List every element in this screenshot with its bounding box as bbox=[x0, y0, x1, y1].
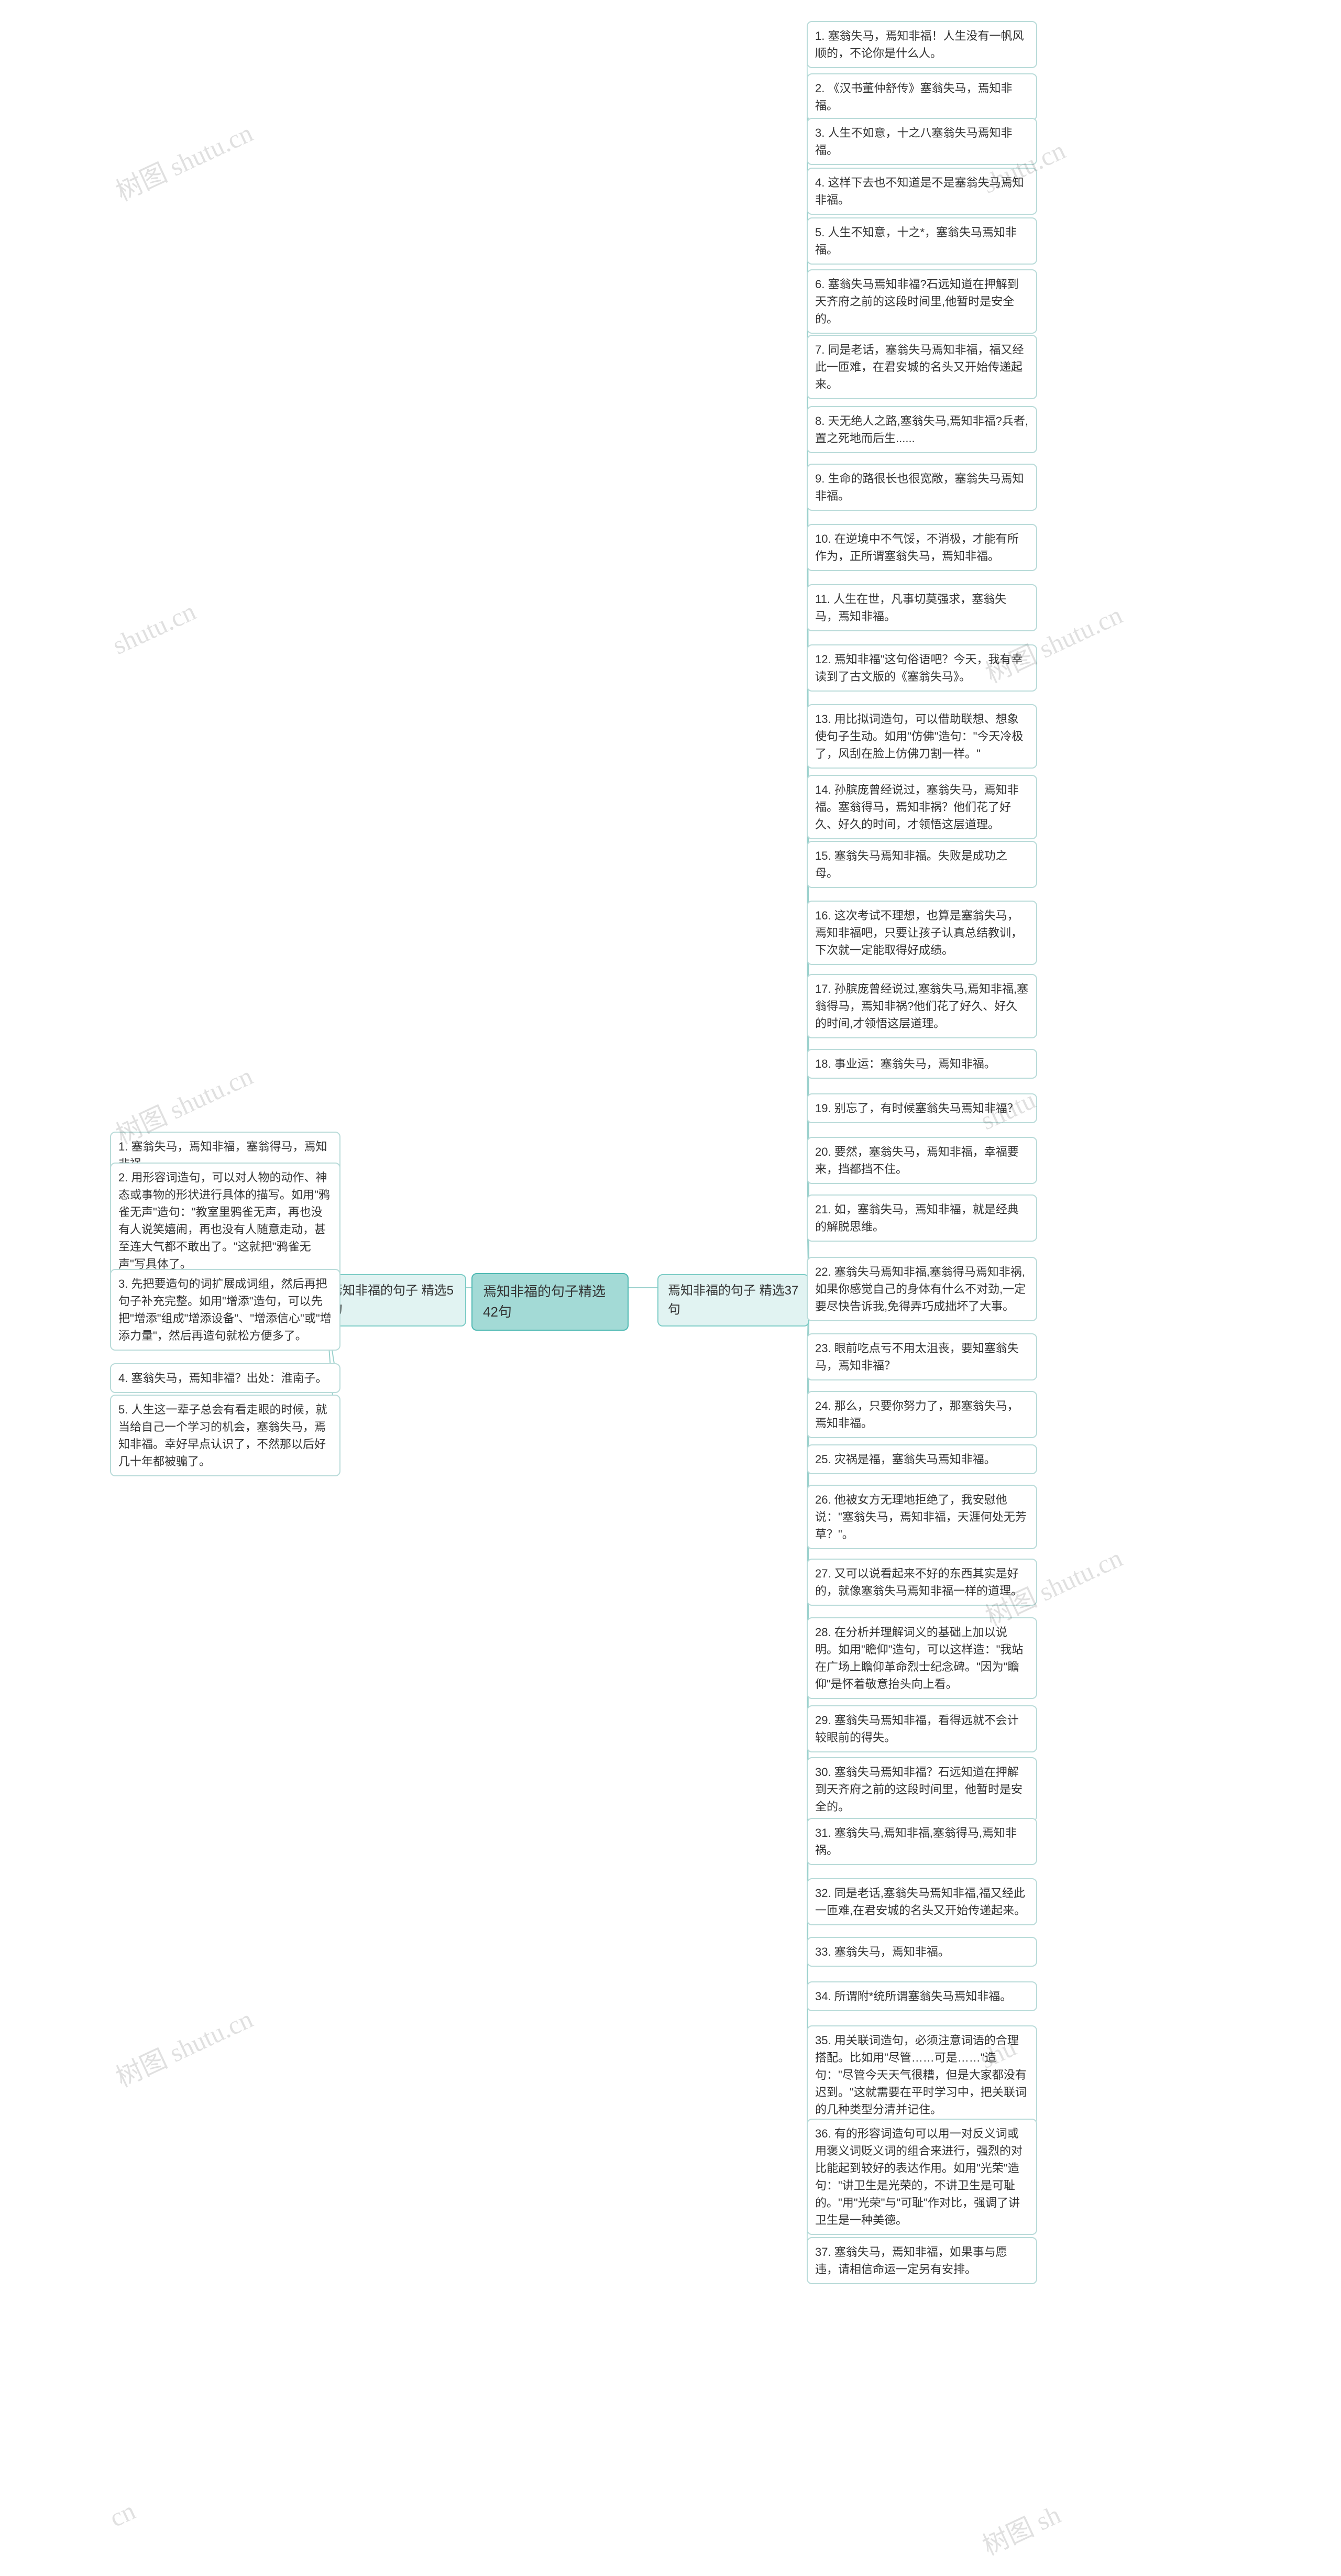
right-leaf: 13. 用比拟词造句，可以借助联想、想象使句子生动。如用"仿佛"造句："今天冷极… bbox=[807, 704, 1037, 769]
right-leaf: 12. 焉知非福"这句俗语吧？今天，我有幸读到了古文版的《塞翁失马》。 bbox=[807, 644, 1037, 692]
right-leaf: 32. 同是老话,塞翁失马焉知非福,福又经此一匝难,在君安城的名头又开始传递起来… bbox=[807, 1878, 1037, 1925]
right-leaf: 23. 眼前吃点亏不用太沮丧，要知塞翁失马，焉知非福？ bbox=[807, 1333, 1037, 1380]
right-leaf: 24. 那么，只要你努力了，那塞翁失马，焉知非福。 bbox=[807, 1391, 1037, 1438]
right-leaf: 37. 塞翁失马，焉知非福，如果事与愿违，请相信命运一定另有安排。 bbox=[807, 2237, 1037, 2284]
right-leaf: 34. 所谓附*统所谓塞翁失马焉知非福。 bbox=[807, 1981, 1037, 2011]
branch-right: 焉知非福的句子 精选37句 bbox=[657, 1274, 809, 1327]
branch-left: 焉知非福的句子 精选5句 bbox=[320, 1274, 466, 1327]
right-leaf: 14. 孙膑庞曾经说过，塞翁失马，焉知非福。塞翁得马，焉知非祸？他们花了好久、好… bbox=[807, 775, 1037, 839]
right-leaf: 26. 他被女方无理地拒绝了，我安慰他说："塞翁失马，焉知非福，天涯何处无芳草？… bbox=[807, 1485, 1037, 1549]
right-leaf: 28. 在分析并理解词义的基础上加以说明。如用"瞻仰"造句，可以这样造："我站在… bbox=[807, 1617, 1037, 1699]
right-leaf: 30. 塞翁失马焉知非福？石远知道在押解到天齐府之前的这段时间里，他暂时是安全的… bbox=[807, 1757, 1037, 1822]
right-leaf: 22. 塞翁失马焉知非福,塞翁得马焉知非祸,如果你感觉自己的身体有什么不对劲,一… bbox=[807, 1257, 1037, 1321]
right-leaf: 9. 生命的路很长也很宽敞，塞翁失马焉知非福。 bbox=[807, 464, 1037, 511]
left-leaf: 4. 塞翁失马，焉知非福？出处：淮南子。 bbox=[110, 1363, 340, 1393]
right-leaf: 8. 天无绝人之路,塞翁失马,焉知非福?兵者,置之死地而后生...... bbox=[807, 406, 1037, 453]
right-leaf: 11. 人生在世，凡事切莫强求，塞翁失马，焉知非福。 bbox=[807, 584, 1037, 631]
right-leaf: 25. 灾祸是福，塞翁失马焉知非福。 bbox=[807, 1444, 1037, 1474]
right-leaf: 18. 事业运：塞翁失马，焉知非福。 bbox=[807, 1049, 1037, 1079]
right-leaf: 15. 塞翁失马焉知非福。失败是成功之母。 bbox=[807, 841, 1037, 888]
right-leaf: 20. 要然，塞翁失马，焉知非福，幸福要来，挡都挡不住。 bbox=[807, 1137, 1037, 1184]
left-leaf: 3. 先把要造句的词扩展成词组，然后再把句子补充完整。如用"增添"造句，可以先把… bbox=[110, 1269, 340, 1351]
right-leaf: 21. 如，塞翁失马，焉知非福，就是经典的解脱思维。 bbox=[807, 1194, 1037, 1242]
right-leaf: 27. 又可以说看起来不好的东西其实是好的，就像塞翁失马焉知非福一样的道理。 bbox=[807, 1559, 1037, 1606]
right-leaf: 19. 别忘了，有时候塞翁失马焉知非福？ bbox=[807, 1093, 1037, 1123]
right-leaf: 5. 人生不知意，十之*，塞翁失马焉知非福。 bbox=[807, 217, 1037, 265]
right-leaf: 4. 这样下去也不知道是不是塞翁失马焉知非福。 bbox=[807, 168, 1037, 215]
right-leaf: 17. 孙膑庞曾经说过,塞翁失马,焉知非福,塞翁得马，焉知非祸?他们花了好久、好… bbox=[807, 974, 1037, 1038]
right-leaf: 6. 塞翁失马焉知非福?石远知道在押解到天齐府之前的这段时间里,他暂时是安全的。 bbox=[807, 269, 1037, 334]
right-leaf: 35. 用关联词造句，必须注意词语的合理搭配。比如用"尽管……可是……"造句："… bbox=[807, 2025, 1037, 2124]
right-leaf: 1. 塞翁失马，焉知非福！人生没有一帆风顺的，不论你是什么人。 bbox=[807, 21, 1037, 68]
left-leaf: 2. 用形容词造句，可以对人物的动作、神态或事物的形状进行具体的描写。如用"鸦雀… bbox=[110, 1163, 340, 1279]
right-leaf: 33. 塞翁失马，焉知非福。 bbox=[807, 1937, 1037, 1967]
right-leaf: 7. 同是老话，塞翁失马焉知非福，福又经此一匝难，在君安城的名头又开始传递起来。 bbox=[807, 335, 1037, 399]
mindmap-canvas: 焉知非福的句子精选42句焉知非福的句子 精选5句 焉知非福的句子 精选37句 1. … bbox=[0, 0, 1341, 2576]
right-leaf: 10. 在逆境中不气馁，不消极，才能有所作为，正所谓塞翁失马，焉知非福。 bbox=[807, 524, 1037, 571]
right-leaf: 36. 有的形容词造句可以用一对反义词或用褒义词贬义词的组合来进行，强烈的对比能… bbox=[807, 2119, 1037, 2235]
right-leaf: 2. 《汉书董仲舒传》塞翁失马，焉知非福。 bbox=[807, 73, 1037, 120]
right-leaf: 29. 塞翁失马焉知非福，看得远就不会计较眼前的得失。 bbox=[807, 1705, 1037, 1752]
right-leaf: 16. 这次考试不理想，也算是塞翁失马，焉知非福吧，只要让孩子认真总结教训，下次… bbox=[807, 901, 1037, 965]
root-node: 焉知非福的句子精选42句 bbox=[471, 1273, 629, 1331]
right-leaf: 3. 人生不如意，十之八塞翁失马焉知非福。 bbox=[807, 118, 1037, 165]
left-leaf: 5. 人生这一辈子总会有看走眼的时候，就当给自己一个学习的机会，塞翁失马，焉知非… bbox=[110, 1395, 340, 1476]
right-leaf: 31. 塞翁失马,焉知非福,塞翁得马,焉知非祸。 bbox=[807, 1818, 1037, 1865]
